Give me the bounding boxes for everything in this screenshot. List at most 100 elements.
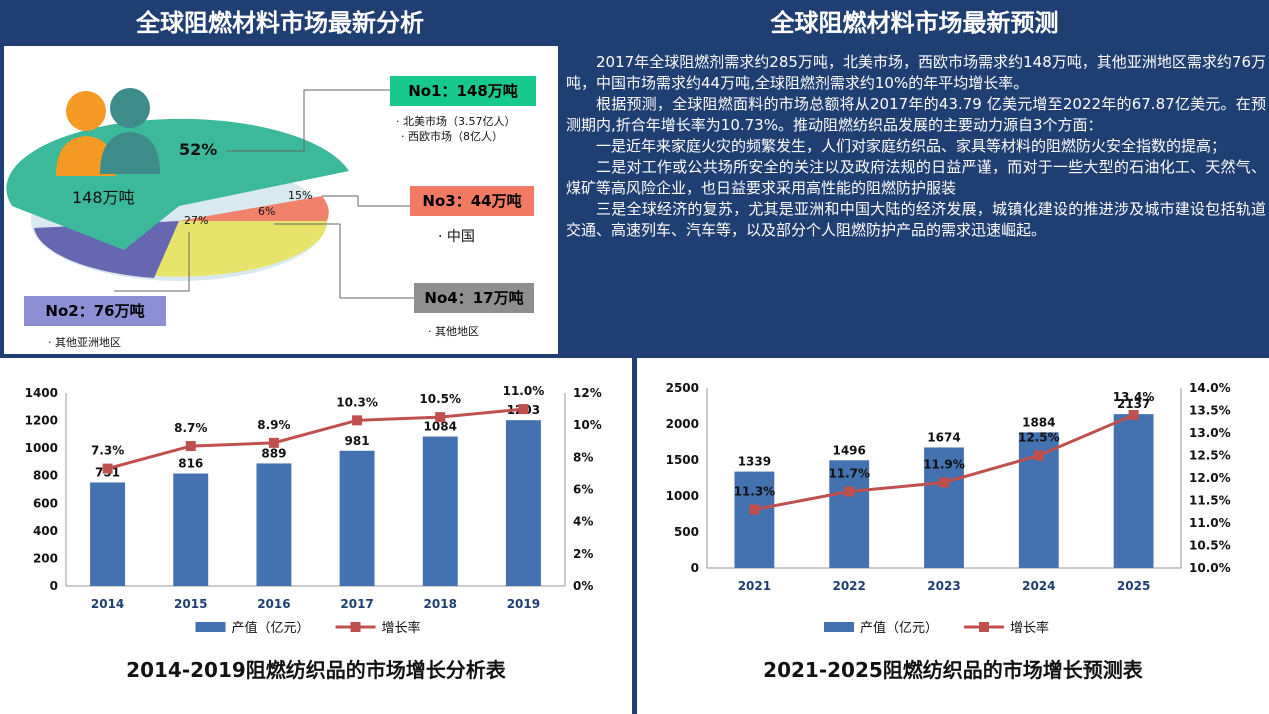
legend-line-label: 增长率 — [1010, 620, 1049, 636]
growth-rate-label: 13.4% — [1113, 390, 1155, 404]
y-left-tick-label: 0 — [691, 561, 699, 575]
growth-rate-point — [939, 477, 949, 488]
y-left-tick-label: 600 — [33, 496, 58, 510]
y-left-tick-label: 500 — [674, 525, 699, 539]
y-right-tick-label: 13.5% — [1189, 404, 1231, 418]
y-right-tick-label: 6% — [573, 483, 593, 497]
y-right-tick-label: 8% — [573, 450, 593, 464]
growth-rate-point — [1033, 450, 1044, 461]
callout-line-no4 — [274, 223, 414, 299]
x-tick-label: 2014 — [91, 597, 124, 611]
legend-bar-label: 产值（亿元） — [860, 620, 938, 636]
growth-rate-label: 12.5% — [1018, 431, 1060, 445]
y-right-tick-label: 4% — [573, 515, 593, 529]
bar-value-label: 816 — [178, 457, 203, 471]
x-tick-label: 2019 — [507, 597, 540, 611]
bar — [1113, 414, 1154, 568]
people-icon — [56, 88, 160, 176]
growth-rate-point — [518, 404, 529, 415]
pie-label-6: 6% — [258, 205, 276, 218]
paragraph-4: 二是对工作或公共场所安全的关注以及政府法规的日益严谨，而对于一些大型的石油化工、… — [566, 158, 1266, 197]
x-tick-label: 2022 — [832, 579, 865, 593]
bar — [256, 463, 292, 586]
pie-chart — [6, 88, 414, 299]
x-tick-label: 2021 — [738, 579, 771, 593]
y-left-tick-label: 1000 — [25, 441, 58, 455]
bar-value-label: 1884 — [1022, 415, 1055, 429]
bar-value-label: 1084 — [424, 420, 457, 434]
y-left-tick-label: 1200 — [25, 414, 58, 428]
growth-rate-point — [435, 412, 446, 423]
y-right-tick-label: 11.5% — [1189, 494, 1231, 508]
legend-line-marker — [350, 622, 361, 632]
x-tick-label: 2016 — [257, 597, 290, 611]
bar — [90, 482, 126, 586]
y-right-tick-label: 10.0% — [1189, 561, 1231, 575]
right-page-title: 全球阻燃材料市场最新预测 — [770, 9, 1059, 37]
y-left-tick-label: 2500 — [666, 381, 699, 395]
growth-rate-label: 11.9% — [923, 458, 965, 472]
bar-value-label: 1339 — [738, 455, 771, 469]
bar — [339, 450, 375, 586]
y-left-tick-label: 1400 — [25, 386, 58, 400]
chart-2021-2025: 0 500 1000 1500 2000 2500 10.0% 10.5% 11.0% 11.5%… — [666, 381, 1231, 636]
growth-rate-label: 10.5% — [419, 392, 461, 406]
y-right-tick-label: 14.0% — [1189, 381, 1231, 395]
y-left-tick-label: 200 — [33, 551, 58, 565]
growth-rate-point — [844, 486, 855, 497]
callout-line-no3 — [322, 195, 410, 207]
bar-value-label: 981 — [345, 434, 370, 448]
pie-label-15: 15% — [288, 189, 313, 202]
callout-no3-line1: · 中国 — [438, 229, 475, 245]
pie-label-27: 27% — [184, 214, 209, 227]
bar-value-label: 1674 — [927, 430, 960, 444]
y-right-tick-label: 0% — [573, 579, 593, 593]
pie-center-label: 148万吨 — [72, 188, 135, 207]
callout-no1-title: No1：148万吨 — [390, 76, 536, 106]
growth-rate-label: 8.9% — [257, 418, 290, 432]
pie-slice-27 — [34, 221, 179, 278]
x-tick-label: 2025 — [1117, 579, 1150, 593]
bar — [734, 471, 775, 568]
y-left-tick-label: 1000 — [666, 489, 699, 503]
paragraph-2: 根据预测，全球阻燃面料的市场总额将从2017年的43.79 亿美元增至2022年… — [566, 95, 1266, 134]
legend-line-marker — [979, 622, 989, 632]
legend-line-label: 增长率 — [382, 620, 421, 636]
chart-2014-2019-panel: 0 200 400 600 800 1000 1200 1400 0% 2% 4% 6% 8% 10% 12… — [0, 358, 632, 714]
chart-2021-2025-panel: 0 500 1000 1500 2000 2500 10.0% 10.5% 11.0% 11.5%… — [637, 358, 1269, 714]
paragraph-5: 三是全球经济的复苏，尤其是亚洲和中国大陆的经济发展，城镇化建设的推进涉及城市建设… — [566, 200, 1266, 239]
y-right-tick-label: 2% — [573, 547, 593, 561]
y-right-tick-label: 10.5% — [1189, 539, 1231, 553]
x-tick-label: 2015 — [174, 597, 207, 611]
callout-no1-line1: · 北美市场（3.57亿人） — [396, 115, 516, 128]
y-left-tick-label: 0 — [50, 579, 58, 593]
x-tick-label: 2024 — [1022, 579, 1055, 593]
callout-no2-title: No2：76万吨 — [24, 296, 166, 326]
x-tick-label: 2017 — [340, 597, 373, 611]
callout-line-no1 — [226, 89, 390, 152]
growth-rate-label: 8.7% — [174, 421, 207, 435]
y-right-tick-label: 13.0% — [1189, 426, 1231, 440]
callout-no3-title: No3：44万吨 — [410, 186, 534, 216]
y-right-tick-label: 12.5% — [1189, 449, 1231, 463]
y-right-tick-label: 10% — [573, 418, 602, 432]
callout-line-no2 — [114, 232, 190, 292]
y-left-tick-label: 1500 — [666, 453, 699, 467]
growth-rate-point — [185, 441, 196, 452]
y-right-tick-label: 12.0% — [1189, 471, 1231, 485]
chart-2021-2025-caption: 2021-2025阻燃纺织品的市场增长预测表 — [763, 658, 1143, 682]
y-right-tick-label: 11.0% — [1189, 516, 1231, 530]
analysis-text: 2017年全球阻燃剂需求约285万吨，北美市场，西欧市场需求约148万吨，其他亚… — [566, 52, 1266, 352]
growth-rate-label: 10.3% — [336, 395, 378, 409]
pie-slice-15 — [179, 196, 329, 221]
callout-no1-line2: · 西欧市场（8亿人） — [401, 130, 503, 143]
x-tick-label: 2018 — [424, 597, 457, 611]
growth-rate-point — [102, 463, 113, 474]
callout-no4-line1: · 其他地区 — [428, 325, 479, 338]
growth-rate-label: 11.7% — [828, 467, 870, 481]
bar-value-label: 1496 — [832, 443, 865, 457]
growth-rate-line — [107, 407, 524, 471]
y-left-tick-label: 2000 — [666, 417, 699, 431]
legend-bar-swatch — [824, 622, 854, 632]
pie-slice-6 — [134, 221, 328, 277]
